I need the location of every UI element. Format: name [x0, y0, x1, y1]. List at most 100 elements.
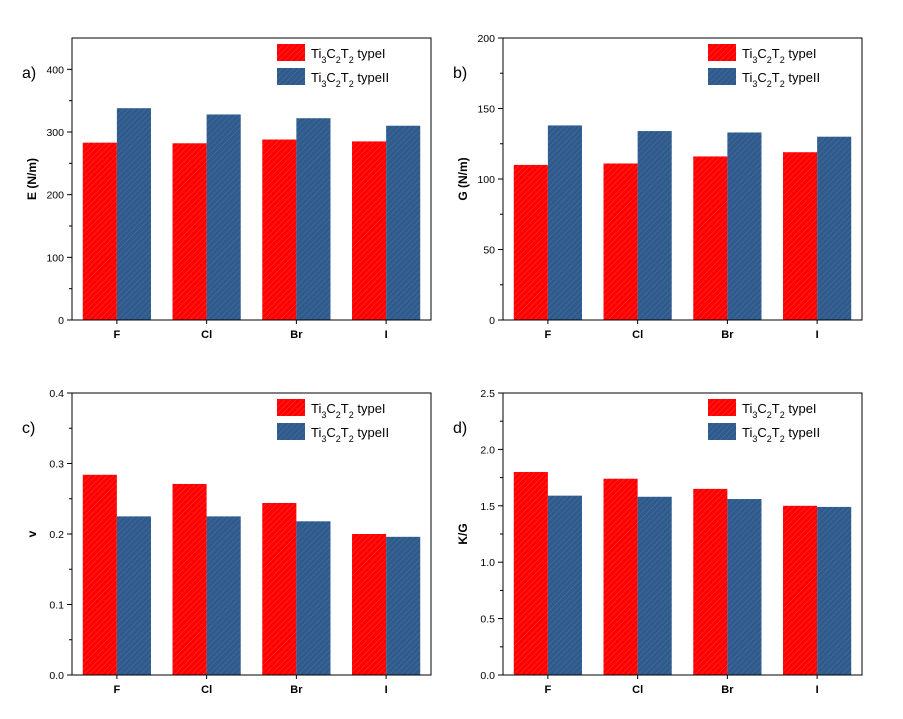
y-tick-label: 0 — [489, 315, 495, 327]
legend-swatch-typeII — [277, 68, 305, 85]
bar-typeI-br — [693, 488, 728, 675]
y-tick-label: 0.2 — [49, 529, 64, 541]
y-tick-label: 1.5 — [480, 501, 495, 513]
legend: Ti3C2T2 typeI Ti3C2T2 typeII — [708, 44, 820, 89]
y-tick-label: 0.1 — [49, 600, 64, 612]
y-tick-label: 0.0 — [49, 670, 64, 682]
y-tick-label: 100 — [477, 174, 495, 186]
y-tick-label: 200 — [46, 190, 64, 202]
bar-typeII-br — [727, 499, 762, 675]
y-tick-label: 1.0 — [480, 557, 495, 569]
panel-d: F Cl Br I 0.0 0.5 1.0 1.5 2.0 2.5 K/G d) Ti3C2T2 typ… — [453, 388, 863, 696]
x-tick-label-i: I — [816, 684, 819, 696]
panel-c: F Cl Br I0.00.10.20.30.4vc)Ti3C2T2 typeITi3… — [22, 388, 432, 696]
y-tick-label: 400 — [46, 64, 64, 76]
bar-typeII-f — [547, 495, 582, 675]
bar-typeI-i — [352, 141, 387, 320]
bar-typeI-i — [783, 152, 818, 320]
legend-label-typeII: Ti3C2T2 typeII — [742, 425, 820, 444]
legend: Ti3C2T2 typeI Ti3C2T2 typeII — [708, 399, 820, 444]
legend-swatch-typeI — [277, 44, 305, 61]
bar-typeI-br — [693, 156, 728, 320]
y-tick-label: 2.0 — [480, 444, 495, 456]
x-tick-label-cl: Cl — [201, 329, 212, 341]
bar-typeII-f — [116, 108, 151, 320]
panel-label: d) — [453, 420, 467, 437]
y-tick-label: 0.5 — [480, 614, 495, 626]
y-tick-label: 0.4 — [49, 388, 64, 400]
bar-typeI-f — [513, 164, 548, 320]
y-tick-label: 0.3 — [49, 459, 64, 471]
panel-a: F Cl Br I 0 100 200 300 400 E (N/m) a) Ti3C2T2 type… — [22, 37, 432, 341]
legend-swatch-typeI — [708, 44, 736, 61]
bar-typeII-cl — [637, 131, 672, 320]
x-tick-label-i: I — [385, 684, 388, 696]
legend-label-typeI: Ti3C2T2 typeI — [311, 401, 386, 420]
bar-typeI-f — [82, 474, 117, 675]
legend-swatch-typeII — [708, 423, 736, 440]
bar-typeII-i — [817, 136, 852, 320]
panel-label: b) — [453, 65, 467, 82]
x-tick-label-br: Br — [721, 329, 734, 341]
panel-label: a) — [22, 65, 36, 82]
x-tick-label-br: Br — [721, 684, 734, 696]
x-tick-label-f: F — [114, 684, 121, 696]
bar-typeII-i — [386, 536, 421, 675]
plot-frame — [71, 37, 432, 321]
bar-typeI-i — [352, 534, 387, 675]
bar-typeII-cl — [206, 114, 241, 320]
legend-label-typeI: Ti3C2T2 typeI — [742, 46, 817, 65]
y-axis-title: G (N/m) — [456, 157, 470, 200]
x-tick-label-i: I — [816, 329, 819, 341]
legend-label-typeI: Ti3C2T2 typeI — [742, 401, 817, 420]
bar-typeII-cl — [637, 496, 672, 675]
bar-typeI-br — [262, 139, 297, 320]
x-tick-label-cl: Cl — [632, 329, 643, 341]
y-axis-title: v — [25, 530, 39, 537]
bar-typeII-i — [817, 506, 852, 675]
bar-typeII-cl — [206, 516, 241, 675]
bar-typeI-f — [513, 471, 548, 675]
x-tick-label-f: F — [545, 329, 552, 341]
y-tick-label: 100 — [46, 252, 64, 264]
x-tick-label-f: F — [545, 684, 552, 696]
panel-label: c) — [22, 420, 35, 437]
legend: Ti3C2T2 typeI Ti3C2T2 typeII — [277, 44, 389, 89]
legend: Ti3C2T2 typeI Ti3C2T2 typeII — [277, 399, 389, 444]
bar-typeI-f — [82, 142, 117, 320]
y-tick-label: 0.0 — [480, 670, 495, 682]
bar-typeI-i — [783, 505, 818, 675]
legend-label-typeII: Ti3C2T2 typeII — [311, 425, 389, 444]
legend-swatch-typeI — [708, 399, 736, 416]
y-tick-label: 300 — [46, 127, 64, 139]
bar-typeI-cl — [172, 483, 207, 675]
bar-typeI-br — [262, 502, 297, 675]
x-tick-label-i: I — [385, 329, 388, 341]
legend-swatch-typeII — [708, 68, 736, 85]
legend-label-typeI: Ti3C2T2 typeI — [311, 46, 386, 65]
x-tick-label-br: Br — [290, 329, 303, 341]
bar-typeI-cl — [172, 143, 207, 320]
bar-typeII-br — [727, 132, 762, 320]
legend-label-typeII: Ti3C2T2 typeII — [311, 70, 389, 89]
y-tick-label: 2.5 — [480, 388, 495, 400]
x-tick-label-f: F — [114, 329, 121, 341]
legend-label-typeII: Ti3C2T2 typeII — [742, 70, 820, 89]
y-tick-label: 0 — [58, 315, 64, 327]
x-tick-label-cl: Cl — [632, 684, 643, 696]
bar-typeII-f — [547, 125, 582, 320]
y-tick-label: 50 — [483, 245, 495, 257]
x-tick-label-br: Br — [290, 684, 303, 696]
bar-typeII-br — [296, 118, 331, 320]
bar-typeII-i — [386, 125, 421, 320]
y-tick-label: 150 — [477, 104, 495, 116]
legend-swatch-typeII — [277, 423, 305, 440]
bar-typeI-cl — [603, 163, 638, 320]
panel-b: F Cl Br I 0 50 100 150 200 G (N/m) b) Ti3C2T2 typeI… — [453, 33, 863, 341]
y-axis-title: E (N/m) — [25, 158, 39, 200]
x-tick-label-cl: Cl — [201, 684, 212, 696]
y-tick-label: 200 — [477, 33, 495, 45]
bar-typeII-f — [116, 516, 151, 675]
y-axis-title: K/G — [456, 523, 470, 544]
